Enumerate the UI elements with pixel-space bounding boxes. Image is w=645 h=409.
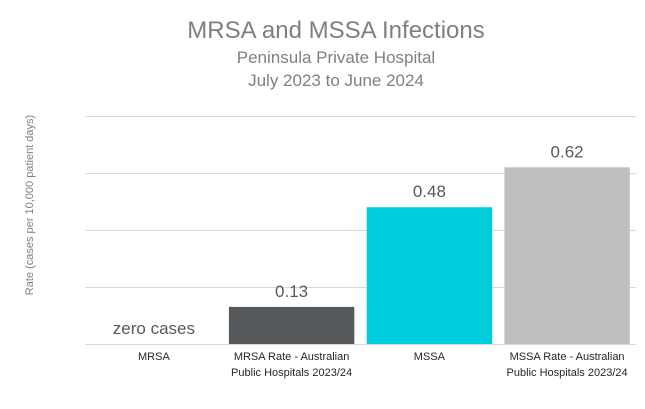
- chart-subtitle-line-2: July 2023 to June 2024: [248, 71, 424, 90]
- data-label: 0.13: [275, 282, 308, 301]
- data-label: 0.62: [551, 142, 584, 161]
- x-tick-label: MSSA: [414, 351, 446, 363]
- bar: [366, 207, 493, 344]
- y-axis-label: Rate (cases per 10,000 patient days): [24, 115, 36, 295]
- x-tick-label: Public Hospitals 2023/24: [507, 367, 628, 379]
- data-labels: zero cases 0.13 0.48 0.62: [113, 142, 584, 338]
- bars: [228, 167, 630, 344]
- x-tick-label: MSSA Rate - Australian: [510, 351, 625, 363]
- x-tick-label: MRSA Rate - Australian: [234, 351, 350, 363]
- bar: [228, 306, 355, 344]
- x-tick-label: Public Hospitals 2023/24: [231, 367, 352, 379]
- x-axis-tick-labels: MRSA MRSA Rate - Australian Public Hospita…: [138, 351, 628, 379]
- data-label: 0.48: [413, 182, 446, 201]
- data-label: zero cases: [113, 319, 195, 338]
- bar: [504, 167, 630, 344]
- x-tick-label: MRSA: [138, 351, 170, 363]
- chart-subtitle-line-1: Peninsula Private Hospital: [237, 48, 435, 67]
- chart-title: MRSA and MSSA Infections: [187, 17, 484, 44]
